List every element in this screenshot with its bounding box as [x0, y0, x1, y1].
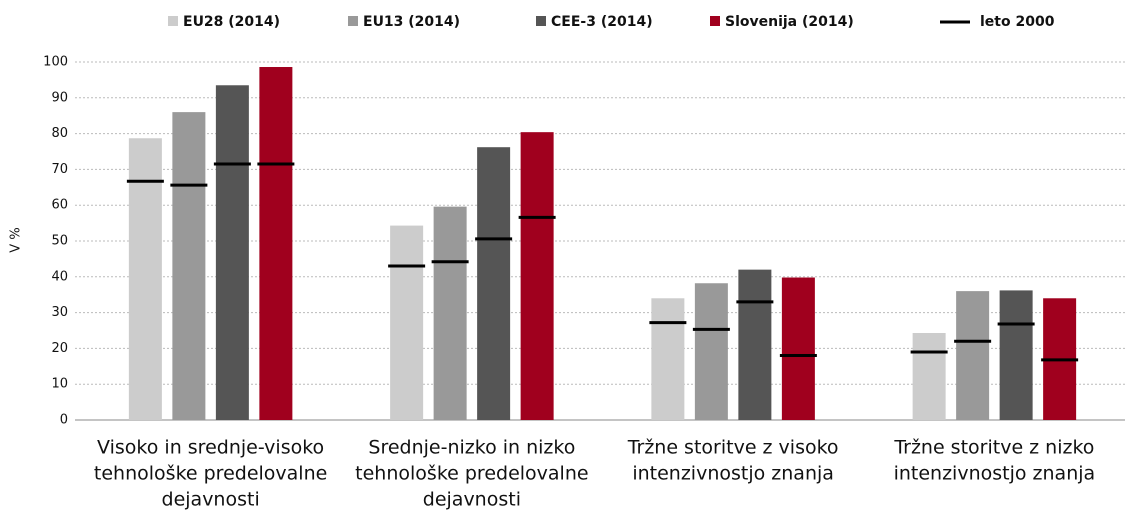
y-axis-label: V %	[9, 227, 24, 252]
legend-label: EU13 (2014)	[363, 14, 460, 30]
bar	[651, 298, 685, 420]
y-tick-label: 70	[51, 162, 68, 177]
bar	[694, 283, 728, 420]
x-tick-label: dejavnosti	[162, 489, 260, 511]
legend-swatch	[710, 16, 720, 26]
legend-label: CEE-3 (2014)	[551, 14, 653, 30]
y-tick-label: 30	[51, 305, 68, 320]
bar	[215, 85, 249, 421]
x-tick-label: intenzivnostjo znanja	[894, 463, 1096, 485]
y-tick-label: 50	[51, 234, 68, 249]
bar	[999, 290, 1033, 420]
legend-label: EU28 (2014)	[183, 14, 280, 30]
bar	[172, 112, 206, 421]
legend-swatch	[168, 16, 178, 26]
x-tick-label: intenzivnostjo znanja	[632, 463, 834, 485]
y-tick-label: 40	[51, 269, 68, 284]
y-tick-label: 80	[51, 126, 68, 141]
y-tick-label: 100	[43, 55, 68, 70]
bar	[128, 138, 162, 420]
x-tick-label: Visoko in srednje-visoko	[97, 437, 324, 459]
y-tick-label: 90	[51, 90, 68, 105]
y-tick-label: 20	[51, 341, 68, 356]
bar	[781, 277, 815, 420]
x-tick-label: dejavnosti	[423, 489, 521, 511]
x-tick-label: Tržne storitve z visoko	[627, 437, 839, 459]
legend-label: Slovenija (2014)	[725, 14, 854, 30]
bar	[912, 333, 946, 420]
y-tick-label: 60	[51, 198, 68, 213]
bar	[738, 269, 772, 420]
legend-swatch	[536, 16, 546, 26]
bar	[520, 132, 554, 420]
legend-label: leto 2000	[980, 14, 1055, 30]
x-tick-label: tehnološke predelovalne	[355, 463, 588, 485]
legend-swatch	[348, 16, 358, 26]
bar	[259, 67, 293, 421]
x-tick-label: tehnološke predelovalne	[94, 463, 327, 485]
bar	[477, 147, 511, 421]
y-tick-label: 0	[60, 413, 68, 428]
x-tick-label: Srednje-nizko in nizko	[368, 437, 575, 459]
y-tick-label: 10	[51, 377, 68, 392]
bar	[433, 206, 467, 420]
bar	[390, 225, 424, 420]
bar	[956, 291, 990, 420]
x-tick-label: Tržne storitve z nizko	[893, 437, 1094, 459]
